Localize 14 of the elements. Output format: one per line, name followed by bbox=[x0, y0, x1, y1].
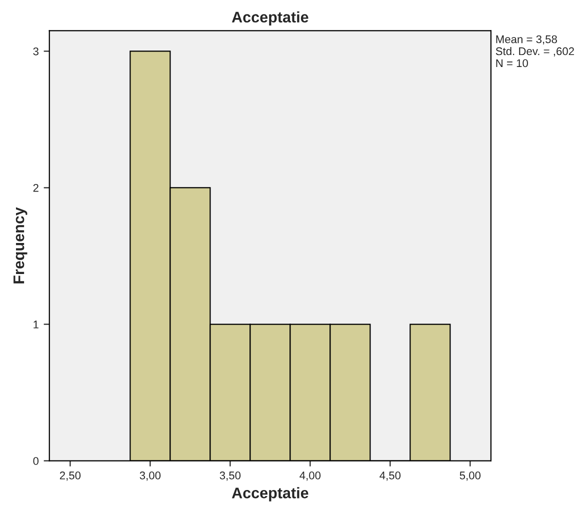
x-tick-label: 3,50 bbox=[220, 472, 241, 481]
x-tick-label: 5,00 bbox=[460, 472, 481, 481]
y-tick-label: 3 bbox=[33, 47, 38, 56]
x-tick-label: 4,00 bbox=[300, 472, 321, 481]
y-tick-label: 1 bbox=[34, 320, 38, 328]
chart-title: Acceptatie bbox=[232, 11, 308, 26]
x-tick-label: 4,50 bbox=[380, 472, 401, 481]
x-tick-label: 3,00 bbox=[140, 472, 161, 481]
x-tick-label: 2,50 bbox=[60, 472, 81, 481]
x-axis-title: Acceptatie bbox=[232, 487, 308, 502]
y-tick-label: 2 bbox=[33, 184, 38, 192]
y-tick-label: 0 bbox=[33, 457, 39, 465]
y-axis-title: Frequency bbox=[14, 207, 28, 284]
text: Mean = 3,58 Std. Dev. = ,602 N = 10 bbox=[496, 35, 574, 68]
